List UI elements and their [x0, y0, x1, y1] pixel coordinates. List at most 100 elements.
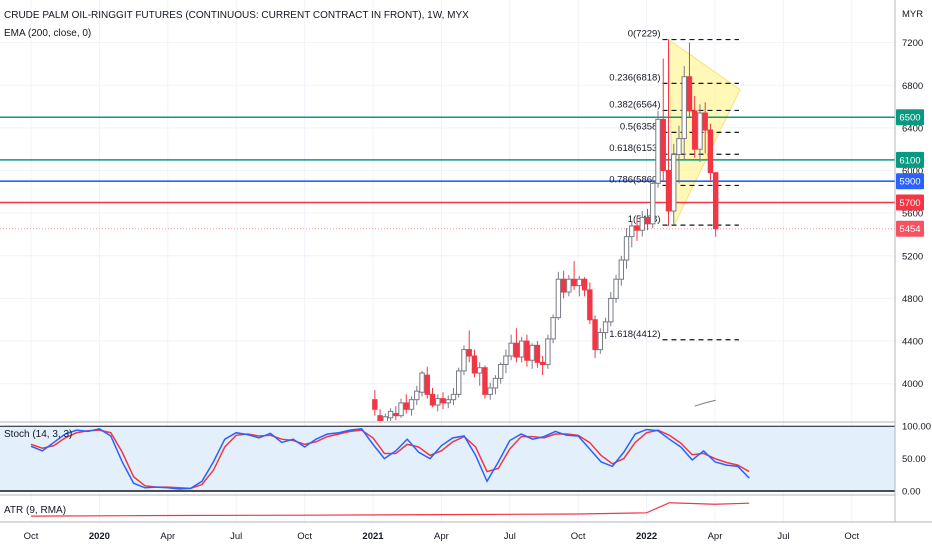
candle-body[interactable]: [634, 225, 640, 231]
candle-body[interactable]: [550, 317, 556, 340]
fib-level-label: 0.618(6153): [609, 143, 660, 154]
candle-body[interactable]: [692, 110, 698, 150]
fib-level-label: 0.236(6818): [609, 72, 660, 83]
candle-body[interactable]: [623, 236, 630, 261]
candle-body[interactable]: [618, 259, 624, 280]
candle-body[interactable]: [665, 170, 672, 212]
fib-level-label: 1.618(4412): [609, 329, 660, 340]
candle-body[interactable]: [545, 338, 551, 366]
candle-body[interactable]: [414, 390, 420, 401]
candle-body[interactable]: [471, 355, 478, 374]
candle-body[interactable]: [461, 349, 467, 372]
candle-body[interactable]: [534, 344, 541, 363]
candle-body[interactable]: [377, 415, 383, 422]
candle-body[interactable]: [529, 344, 535, 361]
candle-body[interactable]: [518, 340, 525, 358]
candle-body[interactable]: [639, 216, 645, 231]
candle-body[interactable]: [597, 332, 604, 351]
candle-body[interactable]: [602, 321, 609, 334]
price-axis[interactable]: 4000 4400 4800 5200 5600 6000 6400 6800 7200: [902, 38, 923, 390]
fib-level-label: 0(7229): [628, 29, 661, 40]
time-tick-label: 2022: [636, 531, 657, 542]
candle-body[interactable]: [566, 278, 572, 293]
candle-body[interactable]: [608, 297, 614, 323]
candle-body[interactable]: [466, 349, 472, 357]
horizontal-levels[interactable]: [0, 116, 895, 230]
candle-body[interactable]: [387, 410, 394, 419]
candle-body[interactable]: [503, 355, 509, 366]
candle-body[interactable]: [592, 319, 598, 351]
candle-body[interactable]: [707, 129, 714, 174]
candle-body[interactable]: [393, 413, 399, 417]
candle-body[interactable]: [686, 76, 693, 112]
currency-label: MYR: [902, 9, 923, 20]
candlestick-series[interactable]: [372, 39, 719, 429]
candle-body[interactable]: [450, 393, 457, 401]
candle-body[interactable]: [555, 278, 562, 319]
candle-body[interactable]: [613, 278, 619, 299]
price-tag-text-5900: 5900: [899, 177, 920, 188]
candle-body[interactable]: [712, 172, 719, 230]
candle-body[interactable]: [403, 402, 409, 410]
candle-body[interactable]: [492, 377, 499, 389]
ema-legend: EMA (200, close, 0): [4, 28, 91, 39]
stoch-label: Stoch (14, 3, 3): [4, 429, 72, 440]
candle-body[interactable]: [440, 398, 446, 404]
price-tick-label: 6400: [902, 123, 923, 134]
candle-body[interactable]: [560, 278, 567, 293]
candle-body[interactable]: [435, 398, 441, 406]
price-tag-6500: [896, 109, 924, 126]
fib-level-label: 0.786(5860): [609, 174, 660, 185]
time-tick-label: Apr: [434, 531, 449, 542]
candle-body[interactable]: [477, 367, 483, 374]
candle-body[interactable]: [697, 112, 703, 150]
candle-body[interactable]: [445, 399, 451, 404]
candle-body[interactable]: [513, 342, 520, 358]
price-tick-label: 4800: [902, 294, 923, 305]
candle-body[interactable]: [655, 118, 661, 184]
candle-body[interactable]: [524, 340, 530, 361]
stoch-tick-label: 100.00: [902, 422, 931, 433]
candle-body[interactable]: [508, 342, 514, 357]
candle-body[interactable]: [576, 278, 583, 287]
candle-body[interactable]: [419, 372, 425, 393]
time-tick-label: 2021: [362, 531, 384, 542]
candle-body[interactable]: [497, 364, 504, 379]
price-tags: 6500 6100 5900 5700 5454: [896, 109, 924, 237]
candle-body[interactable]: [398, 402, 404, 417]
price-tick-label: 5200: [902, 251, 923, 262]
stoch-tick-label: 50.00: [902, 454, 926, 465]
price-tag-text-6100: 6100: [899, 155, 920, 166]
candle-body[interactable]: [676, 138, 682, 156]
candle-body[interactable]: [581, 278, 588, 291]
candle-body[interactable]: [587, 289, 593, 321]
stochastic-pane[interactable]: Stoch (14, 3, 3): [0, 425, 895, 492]
candle-body[interactable]: [372, 399, 378, 410]
atr-pane[interactable]: ATR (9, RMA): [4, 502, 750, 517]
price-tag-5454: [896, 220, 924, 237]
ema-200-line: [694, 399, 716, 407]
candle-body[interactable]: [660, 118, 666, 172]
candle-body[interactable]: [702, 112, 708, 131]
stoch-axis[interactable]: 100.00 50.00 0.00: [902, 422, 931, 498]
candle-body[interactable]: [650, 182, 656, 225]
candle-body[interactable]: [571, 278, 577, 287]
candle-body[interactable]: [487, 387, 493, 395]
candle-body[interactable]: [644, 216, 651, 225]
time-axis[interactable]: Oct 2020 Apr Jul Oct 2021 Apr Jul Oct 2022 Apr Jul O…: [24, 531, 860, 542]
candle-body[interactable]: [539, 361, 546, 366]
candle-body[interactable]: [629, 225, 635, 238]
candle-body[interactable]: [456, 370, 462, 395]
candle-body[interactable]: [681, 76, 687, 140]
price-pane[interactable]: 0(7229) 0.236(6818) 0.382(6564) 0.5(6358) 0.…: [0, 29, 895, 429]
price-gridlines: [0, 42, 895, 385]
price-tag-text-6500: 6500: [899, 113, 920, 124]
candle-body[interactable]: [382, 416, 389, 422]
candle-body[interactable]: [424, 374, 430, 395]
candle-body[interactable]: [408, 399, 415, 410]
candle-body[interactable]: [482, 367, 488, 395]
candle-body[interactable]: [429, 393, 436, 406]
time-tick-label: Jul: [230, 531, 242, 542]
candle-body[interactable]: [671, 154, 677, 212]
